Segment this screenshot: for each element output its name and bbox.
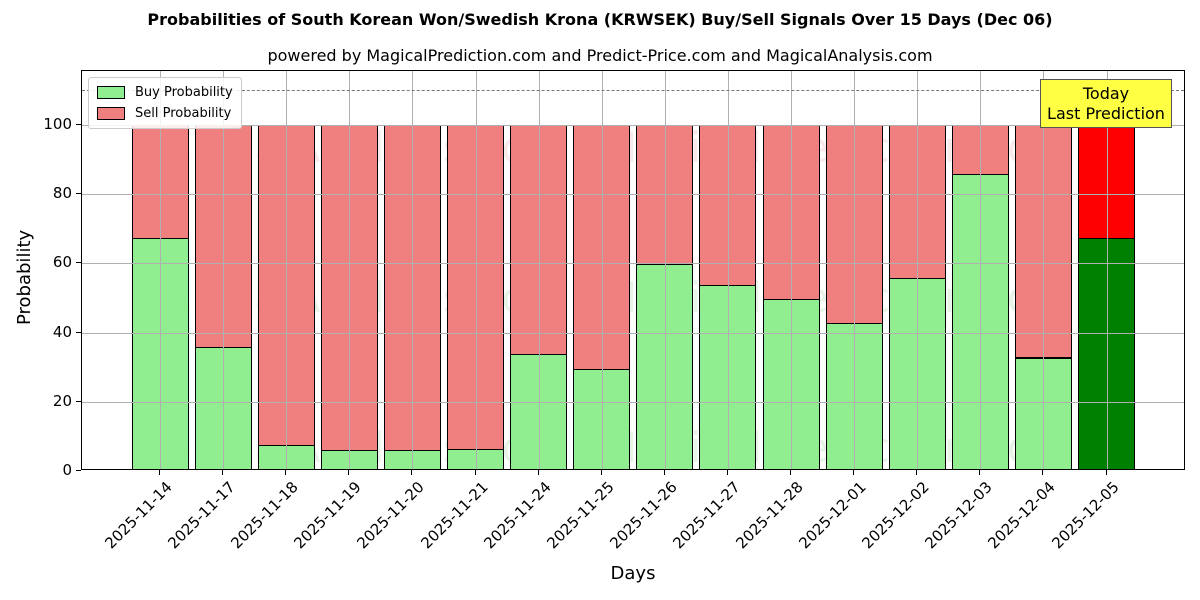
chart-title: Probabilities of South Korean Won/Swedis…	[147, 10, 1053, 29]
reference-line	[82, 90, 1184, 92]
gridline-vertical	[286, 71, 288, 469]
gridline-vertical	[917, 71, 919, 469]
x-tick-mark	[979, 470, 981, 475]
gridline-vertical	[854, 71, 856, 469]
sell-swatch-icon	[97, 107, 125, 120]
x-tick-mark	[1042, 470, 1044, 475]
y-tick-mark	[76, 331, 81, 333]
gridline-horizontal	[82, 401, 1184, 403]
x-tick-mark	[790, 470, 791, 475]
y-tick-label: 60	[52, 253, 72, 272]
x-tick-mark	[1105, 470, 1107, 475]
x-tick-mark	[600, 470, 602, 475]
x-tick-mark	[159, 470, 160, 475]
x-tick-mark	[916, 470, 918, 475]
gridline-vertical	[1043, 71, 1045, 469]
legend: Buy Probability Sell Probability	[88, 77, 242, 129]
gridline-horizontal	[82, 194, 1184, 196]
gridline-vertical	[664, 71, 666, 469]
gridline-horizontal	[82, 332, 1184, 334]
y-tick-mark	[76, 400, 81, 402]
x-tick-mark	[726, 470, 728, 475]
y-tick-label: 80	[52, 184, 72, 203]
y-axis-label: Probability	[14, 229, 35, 325]
x-tick-mark	[285, 470, 287, 475]
gridline-vertical	[223, 71, 225, 469]
x-tick-mark	[411, 470, 413, 475]
x-axis-label: Days	[610, 563, 656, 584]
x-tick-mark	[474, 470, 476, 475]
gridline-vertical	[980, 71, 982, 469]
legend-sell-label: Sell Probability	[135, 106, 232, 121]
plot-area: MagicalAnalysis.comMagicalPrediction.com…	[81, 70, 1185, 470]
y-tick-label: 40	[52, 322, 72, 341]
annotation-line2: Last Prediction	[1047, 104, 1165, 123]
legend-item-sell: Sell Probability	[97, 103, 233, 124]
y-tick-label: 100	[43, 114, 72, 133]
gridline-vertical	[791, 71, 792, 469]
chart-subtitle: powered by MagicalPrediction.com and Pre…	[267, 46, 933, 65]
gridline-vertical	[412, 71, 414, 469]
gridline-vertical	[1106, 71, 1108, 469]
gridline-horizontal	[82, 263, 1184, 265]
x-tick-mark	[222, 470, 224, 475]
gridline-vertical	[475, 71, 477, 469]
y-tick-label: 0	[62, 461, 72, 479]
gridline-vertical	[160, 71, 161, 469]
annotation-line1: Today	[1082, 84, 1130, 103]
gridline-vertical	[349, 71, 351, 469]
gridline-horizontal	[82, 124, 1184, 126]
legend-buy-label: Buy Probability	[135, 85, 233, 100]
gridline-vertical	[727, 71, 729, 469]
x-tick-mark	[663, 470, 665, 475]
today-annotation: Today Last Prediction	[1040, 79, 1172, 128]
gridline-vertical	[538, 71, 540, 469]
x-tick-mark	[853, 470, 855, 475]
y-tick-mark	[76, 470, 81, 471]
y-tick-mark	[76, 123, 81, 125]
x-tick-mark	[537, 470, 539, 475]
y-tick-mark	[76, 262, 81, 264]
buy-swatch-icon	[97, 86, 125, 99]
y-tick-mark	[76, 193, 81, 195]
legend-item-buy: Buy Probability	[97, 82, 233, 103]
y-tick-label: 20	[52, 391, 72, 410]
gridline-vertical	[601, 71, 603, 469]
x-tick-mark	[348, 470, 350, 475]
